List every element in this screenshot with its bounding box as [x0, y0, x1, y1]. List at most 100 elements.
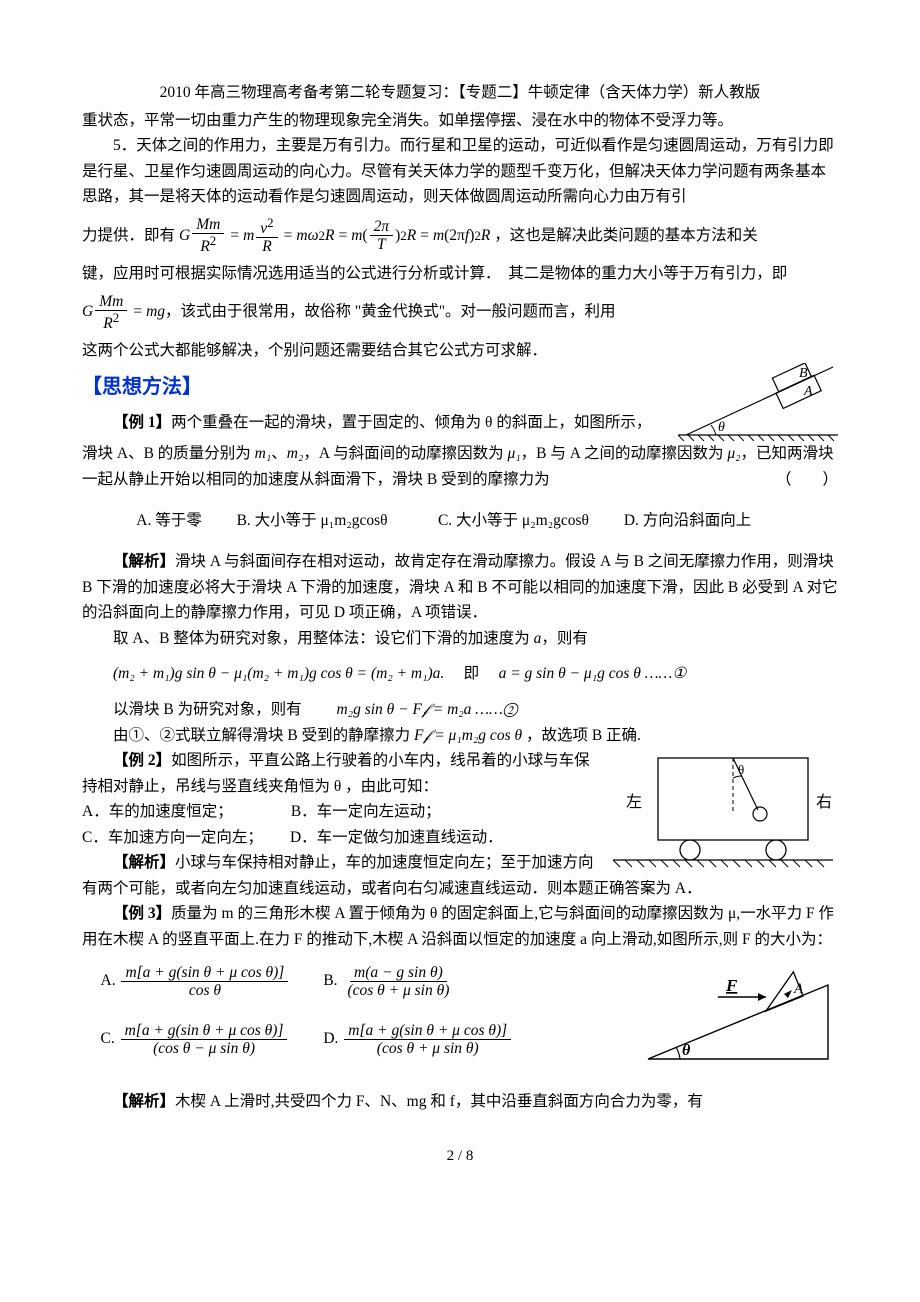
ex1-optC: C. 大小等于 μ₂m₂gcosθ [438, 512, 589, 529]
ex1-ana4-post: ，故选项 B 正确. [526, 727, 641, 744]
eq2: = [284, 223, 293, 249]
f1-pre: 力提供．即有 [82, 223, 175, 249]
eq1-rhs: a = g sin θ − μ₁g cos θ ……① [499, 665, 687, 682]
figure-2: θ 左 右 [608, 752, 838, 872]
ex3-A-num: m[a + g(sin θ + μ cos θ)] [121, 964, 288, 982]
figure-1: A B θ [678, 363, 838, 441]
ex1-p2: 滑块 A、B 的质量分别为 m₁、m₂，A 与斜面间的动摩擦因数为 μ₁，B 与… [82, 441, 838, 492]
svg-text:A: A [803, 384, 813, 399]
ex1-optD: D. 方向沿斜面向上 [624, 512, 751, 529]
ex2-optD: D．车一定做匀加速直线运动． [290, 829, 503, 846]
p1-num: 5． [113, 137, 136, 154]
intro-p3: 键，应用时可根据实际情况选用适当的公式进行分析或计算． 其二是物体的重力大小等于… [82, 261, 838, 287]
formula-1-row: 力提供．即有 G MmR2 = m v2R = mω2R = m( 2πT )2… [82, 216, 838, 255]
ex1-label: 【例 1】 [113, 414, 171, 431]
ex3-ana-text: 木楔 A 上滑时,共受四个力 F、N、mg 和 f，其中沿垂直斜面方向合力为零，… [175, 1093, 703, 1110]
ex2-label: 【例 2】 [113, 752, 171, 769]
eq1-mid: 即 [464, 665, 480, 682]
intro-p0: 重状态，平常一切由重力产生的物理现象完全消失。如单摆停摆、浸在水中的物体不受浮力… [82, 108, 838, 134]
sym-R2: R [407, 223, 416, 249]
svg-text:A: A [793, 981, 804, 997]
ex2-ana-label: 【解析】 [113, 854, 175, 871]
ex3-B-den: (cos θ + μ sin θ) [343, 982, 453, 999]
den-R: R [200, 238, 209, 255]
ex1-ana-label: 【解析】 [113, 553, 175, 570]
eq4: = [420, 223, 429, 249]
ex3-ana-label: 【解析】 [113, 1093, 175, 1110]
ex1-optA: A. 等于零 [136, 512, 201, 529]
ex1-t2pre: 滑块 A、B 的质量分别为 [82, 445, 255, 462]
svg-text:θ: θ [718, 420, 725, 435]
ex2-optC: C．车加速方向一定向左； [82, 829, 255, 846]
svg-text:F: F [725, 976, 738, 995]
sym-m3: m [351, 223, 362, 249]
svg-text:左: 左 [626, 793, 642, 811]
ex1-ana3-pre: 以滑块 B 为研究对象，则有 [113, 701, 302, 718]
ex3-label: 【例 3】 [113, 905, 171, 922]
ex1-brackets: （ ） [776, 467, 838, 493]
sym-m: m [243, 223, 254, 249]
ex3-p1: 【例 3】质量为 m 的三角形木楔 A 置于倾角为 θ 的固定斜面上,它与斜面间… [82, 901, 838, 952]
f2-R: R [103, 315, 112, 332]
page-number: 2 / 8 [82, 1144, 838, 1169]
sym-m2: m [296, 223, 307, 249]
f1-expr: G MmR2 = m v2R = mω2R = m( 2πT )2R = m(2… [179, 216, 490, 255]
ex2-optA: A．车的加速度恒定； [82, 803, 225, 820]
eq3: = [338, 223, 347, 249]
ex3-B-pre: B. [323, 972, 337, 989]
den-T: T [373, 236, 390, 253]
intro-p5: 这两个公式大都能够解决，个别问题还需要结合其它公式方可求解． [82, 338, 838, 364]
ex1-mu1: μ₁ [507, 445, 520, 462]
f2-mg: mg [146, 299, 165, 325]
svg-text:θ: θ [682, 1042, 691, 1059]
ex3-A-pre: A. [101, 972, 116, 989]
figure-3: F A θ [638, 959, 838, 1069]
ex1-ana1-text: 滑块 A 与斜面间存在相对运动，故肯定存在滑动摩擦力。假设 A 与 B 之间无摩… [82, 553, 838, 621]
ex3-B-num: m(a − g sin θ) [350, 964, 447, 982]
ex1-eq1: (m₂ + m₁)g sin θ − μ₁(m₂ + m₁)g cos θ = … [113, 661, 838, 687]
eq1-lhs: (m₂ + m₁)g sin θ − μ₁(m₂ + m₁)g cos θ = … [113, 665, 444, 682]
num-Mm: Mm [196, 216, 220, 233]
ex1-ana2: 取 A、B 整体为研究对象，用整体法：设它们下滑的加速度为 a，则有 [82, 626, 838, 652]
ex1-ana3: 以滑块 B 为研究对象，则有 m₂g sin θ − F𝒻 = m₂a ……② [82, 697, 838, 723]
ex1-options: A. 等于零 B. 大小等于 μ₁m₂gcosθ C. 大小等于 μ₂m₂gco… [136, 508, 838, 534]
ex1-ana4-pre: 由①、②式联立解得滑块 B 受到的静摩擦力 [113, 727, 410, 744]
ex3-C-num: m[a + g(sin θ + μ cos θ)] [121, 1022, 288, 1040]
ex1-eq2: m₂g sin θ − F𝒻 = m₂a ……② [336, 701, 517, 718]
sym-R: R [325, 223, 334, 249]
svg-text:右: 右 [816, 793, 832, 811]
formula-2-row: G MmR2 = mg ，该式由于很常用，故俗称 "黄金代换式"。对一般问题而言… [82, 293, 838, 332]
ex3-text1: 质量为 m 的三角形木楔 A 置于倾角为 θ 的固定斜面上,它与斜面间的动摩擦因… [82, 905, 834, 948]
f1-post: ，这也是解决此类问题的基本方法和关 [494, 223, 758, 249]
ex3-D-den: (cos θ + μ sin θ) [373, 1040, 483, 1057]
ex1-ana1: 【解析】滑块 A 与斜面间存在相对运动，故肯定存在滑动摩擦力。假设 A 与 B … [82, 549, 838, 626]
p1-text: 天体之间的作用力，主要是万有引力。而行星和卫星的运动，可近似看作是匀速圆周运动，… [82, 137, 834, 205]
ex1-mu2: μ₂ [727, 445, 740, 462]
sym-R3: R [481, 223, 490, 249]
ex3-A-den: cos θ [185, 982, 225, 999]
ex1-mid2: ，B 与 A 之间的动摩擦因数为 [521, 445, 728, 462]
sym-m4: m [433, 223, 444, 249]
f2-G: G [82, 299, 93, 325]
num-2pi: 2π [370, 218, 394, 236]
f2-post: ，该式由于很常用，故俗称 "黄金代换式"。对一般问题而言，利用 [165, 299, 616, 325]
ex1-ana2-pre: 取 A、B 整体为研究对象，用整体法：设它们下滑的加速度为 [113, 630, 534, 647]
sym-G: G [179, 223, 190, 249]
ex3-C-den: (cos θ − μ sin θ) [149, 1040, 259, 1057]
ex1-mid1: ，A 与斜面间的动摩擦因数为 [303, 445, 507, 462]
ex3-C-pre: C. [101, 1030, 115, 1047]
f2-Mm: Mm [95, 293, 127, 311]
den-R2: R [258, 238, 275, 255]
ex1-optB: B. 大小等于 μ₁m₂gcosθ [237, 512, 388, 529]
svg-text:B: B [799, 366, 808, 381]
ex3-options: A. m[a + g(sin θ + μ cos θ)]cos θ B. m(a… [98, 961, 546, 1079]
doc-header: 2010 年高三物理高考备考第二轮专题复习：【专题二】牛顿定律（含天体力学）新人… [82, 80, 838, 106]
f2-eq: = [133, 299, 142, 325]
ex1-ana2-post: ，则有 [541, 630, 588, 647]
ex1-eq3: F𝒻 = μ₁m₂g cos θ [414, 727, 522, 744]
ex3-D-pre: D. [323, 1030, 338, 1047]
ex1-text1: 两个重叠在一起的滑块，置于固定的、倾角为 θ 的斜面上，如图所示， [171, 414, 651, 431]
ex2-optB: B．车一定向左运动； [291, 803, 441, 820]
svg-text:θ: θ [738, 762, 744, 777]
ex1-m1: m₁ [255, 445, 272, 462]
